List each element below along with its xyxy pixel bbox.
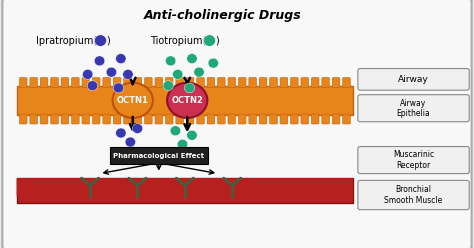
FancyBboxPatch shape <box>19 114 27 124</box>
FancyBboxPatch shape <box>197 114 204 124</box>
FancyBboxPatch shape <box>280 114 288 124</box>
Circle shape <box>113 83 124 93</box>
FancyBboxPatch shape <box>228 78 236 88</box>
FancyBboxPatch shape <box>301 114 309 124</box>
Circle shape <box>125 137 136 147</box>
FancyBboxPatch shape <box>145 114 152 124</box>
FancyBboxPatch shape <box>124 114 131 124</box>
Text: Tiotropium(: Tiotropium( <box>150 35 206 46</box>
Circle shape <box>173 69 183 79</box>
FancyBboxPatch shape <box>358 180 469 210</box>
FancyBboxPatch shape <box>40 78 48 88</box>
FancyBboxPatch shape <box>134 114 142 124</box>
FancyBboxPatch shape <box>134 78 142 88</box>
FancyBboxPatch shape <box>124 78 131 88</box>
Circle shape <box>184 83 195 93</box>
FancyBboxPatch shape <box>358 147 469 174</box>
FancyBboxPatch shape <box>197 78 204 88</box>
FancyBboxPatch shape <box>238 114 246 124</box>
FancyBboxPatch shape <box>322 78 329 88</box>
FancyBboxPatch shape <box>207 78 215 88</box>
FancyBboxPatch shape <box>207 114 215 124</box>
Circle shape <box>208 58 219 68</box>
FancyBboxPatch shape <box>343 78 350 88</box>
Circle shape <box>170 126 181 136</box>
Circle shape <box>203 35 216 46</box>
Text: Bronchial
Smooth Muscle: Bronchial Smooth Muscle <box>384 185 442 205</box>
FancyBboxPatch shape <box>291 78 298 88</box>
Circle shape <box>123 69 133 79</box>
FancyBboxPatch shape <box>280 78 288 88</box>
FancyBboxPatch shape <box>165 114 173 124</box>
FancyBboxPatch shape <box>103 78 110 88</box>
FancyBboxPatch shape <box>301 78 309 88</box>
FancyBboxPatch shape <box>92 114 100 124</box>
FancyBboxPatch shape <box>92 78 100 88</box>
FancyBboxPatch shape <box>291 114 298 124</box>
FancyBboxPatch shape <box>343 114 350 124</box>
Circle shape <box>82 69 93 79</box>
Circle shape <box>116 128 126 138</box>
Text: ): ) <box>216 35 219 46</box>
FancyBboxPatch shape <box>103 114 110 124</box>
FancyBboxPatch shape <box>311 78 319 88</box>
Circle shape <box>163 81 173 91</box>
FancyBboxPatch shape <box>270 114 277 124</box>
Text: Ipratropium(: Ipratropium( <box>36 35 97 46</box>
FancyBboxPatch shape <box>82 114 90 124</box>
Text: Muscarinic
Receptor: Muscarinic Receptor <box>393 150 434 170</box>
FancyBboxPatch shape <box>51 78 58 88</box>
FancyBboxPatch shape <box>218 78 225 88</box>
FancyBboxPatch shape <box>17 178 353 203</box>
FancyBboxPatch shape <box>332 114 340 124</box>
FancyBboxPatch shape <box>270 78 277 88</box>
FancyBboxPatch shape <box>176 78 183 88</box>
Circle shape <box>94 35 107 46</box>
FancyBboxPatch shape <box>113 78 121 88</box>
Ellipse shape <box>167 83 208 118</box>
FancyBboxPatch shape <box>30 78 37 88</box>
FancyBboxPatch shape <box>72 78 79 88</box>
Circle shape <box>177 139 188 149</box>
FancyBboxPatch shape <box>110 147 208 164</box>
FancyBboxPatch shape <box>249 78 256 88</box>
FancyBboxPatch shape <box>61 114 69 124</box>
Ellipse shape <box>112 83 153 118</box>
FancyBboxPatch shape <box>17 86 353 115</box>
Circle shape <box>187 130 197 140</box>
FancyBboxPatch shape <box>72 114 79 124</box>
FancyBboxPatch shape <box>155 78 163 88</box>
Text: Anti-cholinergic Drugs: Anti-cholinergic Drugs <box>144 9 301 22</box>
FancyBboxPatch shape <box>259 114 267 124</box>
FancyBboxPatch shape <box>238 78 246 88</box>
FancyBboxPatch shape <box>176 114 183 124</box>
FancyBboxPatch shape <box>311 114 319 124</box>
Circle shape <box>116 54 126 63</box>
Circle shape <box>106 67 117 77</box>
Text: Pharmacological Effect: Pharmacological Effect <box>113 153 204 158</box>
FancyBboxPatch shape <box>82 78 90 88</box>
FancyBboxPatch shape <box>186 114 194 124</box>
FancyBboxPatch shape <box>19 78 27 88</box>
FancyBboxPatch shape <box>249 114 256 124</box>
FancyBboxPatch shape <box>259 78 267 88</box>
FancyBboxPatch shape <box>155 114 163 124</box>
Text: Airway
Epithelia: Airway Epithelia <box>396 98 430 118</box>
Text: OCTN1: OCTN1 <box>117 96 149 105</box>
Text: OCTN2: OCTN2 <box>171 96 203 105</box>
Circle shape <box>187 54 197 63</box>
FancyBboxPatch shape <box>218 114 225 124</box>
Circle shape <box>132 124 143 133</box>
FancyBboxPatch shape <box>61 78 69 88</box>
FancyBboxPatch shape <box>186 78 194 88</box>
FancyBboxPatch shape <box>40 114 48 124</box>
Circle shape <box>94 56 105 66</box>
Circle shape <box>194 67 204 77</box>
FancyBboxPatch shape <box>113 114 121 124</box>
Text: ): ) <box>107 35 110 46</box>
Circle shape <box>87 81 98 91</box>
FancyBboxPatch shape <box>30 114 37 124</box>
FancyBboxPatch shape <box>332 78 340 88</box>
FancyBboxPatch shape <box>145 78 152 88</box>
